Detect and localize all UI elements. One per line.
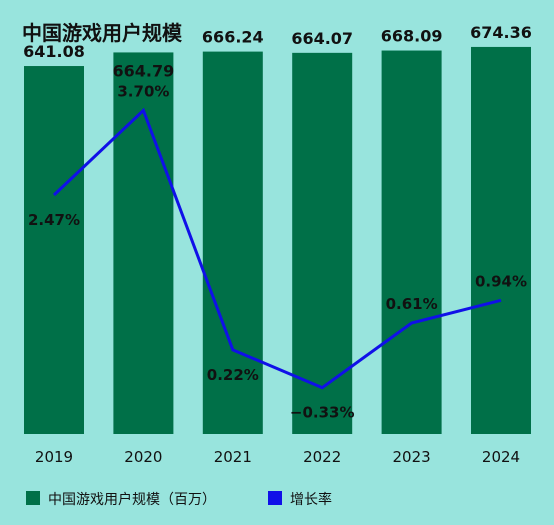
bar-2022 <box>292 52 353 435</box>
growth-label-2019: 2.47% <box>28 211 80 229</box>
legend-swatch-growth <box>268 491 282 505</box>
growth-label-2020: 3.70% <box>117 82 169 100</box>
x-tick-2023: 2023 <box>393 448 431 466</box>
bar-2024 <box>471 46 531 434</box>
x-tick-2024: 2024 <box>482 448 520 466</box>
bar-value-label-2021: 666.24 <box>202 28 264 47</box>
bar-2023 <box>381 50 442 435</box>
bar-value-label-2024: 674.36 <box>470 23 532 42</box>
bar-value-label-2019: 641.08 <box>23 42 85 61</box>
growth-line-series: 2.47% 3.70% 0.22% −0.33% 0.61% 0.94% <box>28 82 527 421</box>
x-axis-ticks: 2019 2020 2021 2022 2023 2024 <box>35 448 520 466</box>
bar-value-label-2020: 664.79 <box>113 61 175 80</box>
legend-label-growth: 增长率 <box>290 491 332 508</box>
growth-label-2023: 0.61% <box>386 295 438 313</box>
x-tick-2022: 2022 <box>303 448 341 466</box>
growth-line <box>52 107 502 390</box>
x-tick-2020: 2020 <box>124 448 162 466</box>
legend-swatch-users <box>26 491 40 505</box>
legend: 中国游戏用户规模（百万） 增长率 <box>26 491 332 508</box>
bar-series: 641.08 664.79 666.24 664.07 668.09 674.36 <box>23 23 532 435</box>
x-tick-2019: 2019 <box>35 448 73 466</box>
growth-label-2022: −0.33% <box>290 404 355 422</box>
legend-label-users: 中国游戏用户规模（百万） <box>48 491 216 508</box>
x-tick-2021: 2021 <box>214 448 252 466</box>
bar-2020 <box>113 52 174 435</box>
chart-title: 中国游戏用户规模 <box>22 21 183 45</box>
growth-label-2021: 0.22% <box>207 366 259 384</box>
bar-value-label-2022: 664.07 <box>291 29 353 48</box>
bar-value-label-2023: 668.09 <box>381 27 443 46</box>
growth-label-2024: 0.94% <box>475 272 527 290</box>
bar-2021 <box>202 51 263 434</box>
bar-2019 <box>24 66 84 434</box>
